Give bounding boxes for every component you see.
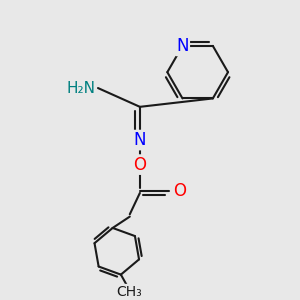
Text: N: N [134, 131, 146, 149]
Text: CH₃: CH₃ [117, 285, 142, 299]
Text: O: O [173, 182, 186, 200]
Text: O: O [134, 156, 146, 174]
Text: H₂N: H₂N [66, 81, 95, 96]
Text: N: N [176, 37, 189, 55]
